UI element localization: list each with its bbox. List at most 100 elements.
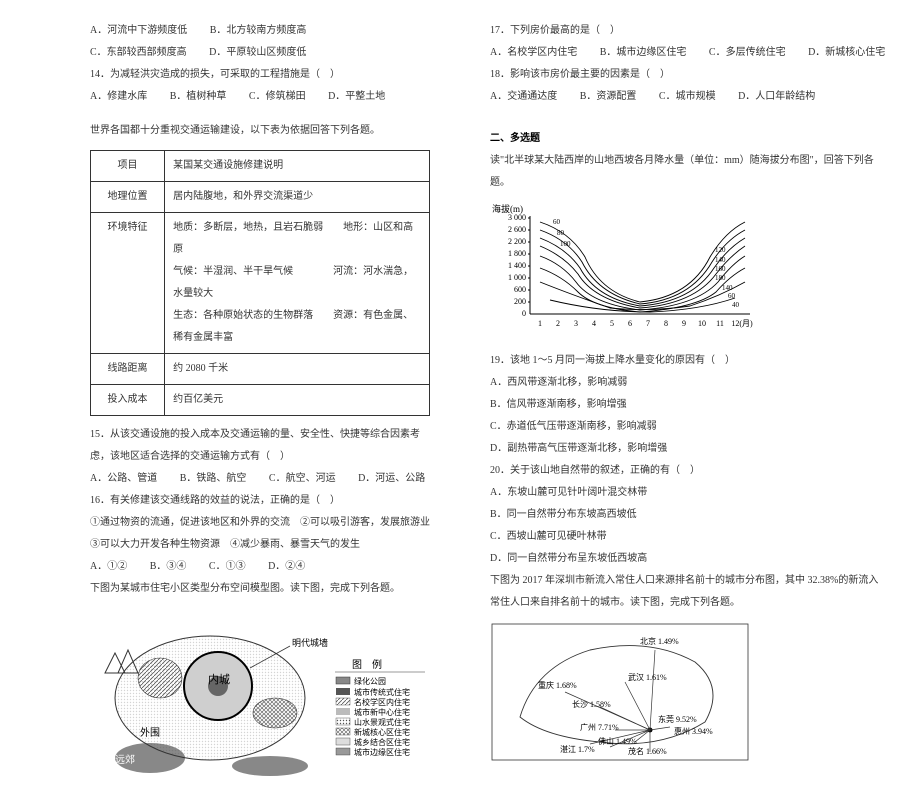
td-cost-label: 投入成本 (91, 385, 165, 416)
q15-opt-d: D．河运、公路 (358, 473, 425, 484)
intro-mountain: 读"北半球某大陆西岸的山地西坡各月降水量（单位：mm）随海拔分布图"，回答下列各… (490, 150, 885, 194)
q17-opt-a: A．名校学区内住宅 (490, 47, 577, 58)
q20-opt-a: A．东坡山麓可见针叶阔叶混交林带 (490, 482, 885, 504)
q20-opt-d: D．同一自然带分布呈东坡低西坡高 (490, 548, 885, 570)
svg-text:4: 4 (592, 319, 596, 328)
svg-text:长沙 1.58%: 长沙 1.58% (572, 699, 611, 709)
svg-text:6: 6 (628, 319, 632, 328)
svg-text:城市新中心住宅: 城市新中心住宅 (354, 707, 410, 717)
svg-text:北京 1.49%: 北京 1.49% (640, 636, 679, 646)
city-model-figure: 内城 明代城墙 外围 远郊 图 例 绿化公园 城市传统式住宅 名校学区内住宅 城… (90, 608, 430, 778)
svg-text:10: 10 (698, 319, 706, 328)
q14-opts: A．修建水库 B．植树种草 C．修筑梯田 D．平整土地 (90, 86, 430, 108)
td-loc-label: 地理位置 (91, 182, 165, 213)
td-cost: 约百亿美元 (165, 385, 430, 416)
svg-text:0: 0 (522, 309, 526, 318)
svg-text:120: 120 (715, 246, 726, 254)
td-loc: 居内陆腹地，和外界交流渠道少 (165, 182, 430, 213)
td-env-label: 环境特征 (91, 213, 165, 354)
q19-opt-d: D．副热带高气压带逐渐北移，影响增强 (490, 438, 885, 460)
q17-opt-c: C．多层传统住宅 (709, 47, 786, 58)
q16-opt-b: B．③④ (150, 561, 187, 572)
svg-text:广州 7.71%: 广州 7.71% (580, 722, 619, 732)
q15-opt-b: B．铁路、航空 (180, 473, 247, 484)
q13-opt-c: C．东部较西部频度高 (90, 47, 187, 58)
th-project: 项目 (91, 151, 165, 182)
label-ring: 明代城墙 (292, 637, 328, 648)
q13-opt-d: D．平原较山区频度低 (209, 47, 306, 58)
svg-text:1 400: 1 400 (508, 261, 526, 270)
q19-opt-c: C．赤道低气压带逐渐南移，影响减弱 (490, 416, 885, 438)
q15-stem: 15．从该交通设施的投入成本及交通运输的量、安全性、快捷等综合因素考虑，该地区适… (90, 424, 430, 468)
svg-text:9: 9 (682, 319, 686, 328)
td-env-3: 生态：各种原始状态的生物群落 资源：有色金属、稀有金属丰富 (173, 305, 421, 349)
svg-text:3: 3 (574, 319, 578, 328)
svg-text:140: 140 (722, 284, 733, 292)
svg-text:160: 160 (715, 265, 726, 273)
td-dist: 约 2080 千米 (165, 354, 430, 385)
q16-opt-c: C．①③ (209, 561, 246, 572)
q17-stem: 17．下列房价最高的是（ ） (490, 20, 885, 42)
q18-opt-c: C．城市规模 (659, 91, 716, 102)
q17-opt-d: D．新城核心住宅 (808, 47, 885, 58)
q16-subopts: ①通过物资的流通，促进该地区和外界的交流 ②可以吸引游客，发展旅游业 ③可以大力… (90, 512, 430, 556)
td-env: 地质：多断层，地热，且岩石脆弱 地形：山区和高原 气候：半湿润、半干旱气候 河流… (165, 213, 430, 354)
svg-text:600: 600 (514, 285, 526, 294)
svg-text:2 200: 2 200 (508, 237, 526, 246)
svg-text:2 600: 2 600 (508, 225, 526, 234)
svg-text:60: 60 (728, 292, 736, 300)
svg-text:新城核心区住宅: 新城核心区住宅 (354, 727, 410, 737)
svg-text:湛江 1.7%: 湛江 1.7% (560, 745, 595, 754)
xticks: 1 2 3 4 5 6 7 8 9 10 11 12(月) (538, 319, 753, 328)
q18-stem: 18．影响该市房价最主要的因素是（ ） (490, 64, 885, 86)
svg-text:40: 40 (732, 301, 740, 309)
svg-text:城市传统式住宅: 城市传统式住宅 (354, 687, 410, 697)
svg-text:11: 11 (716, 319, 724, 328)
svg-text:7: 7 (646, 319, 650, 328)
q18-opt-b: B．资源配置 (580, 91, 637, 102)
svg-text:60: 60 (553, 218, 561, 226)
q19-opt-a: A．西风带逐渐北移，影响减弱 (490, 372, 885, 394)
q18-opt-d: D．人口年龄结构 (738, 91, 815, 102)
svg-text:12(月): 12(月) (731, 319, 753, 328)
q16-opt-a: A．①② (90, 561, 127, 572)
q14-opt-c: C．修筑梯田 (249, 91, 306, 102)
contour-chart: 海拔(m) 3 000 2 600 2 200 1 800 1 400 1 00… (490, 202, 885, 342)
svg-text:2: 2 (556, 319, 560, 328)
q19-stem: 19．该地 1～5 月同一海拔上降水量变化的原因有（ ） (490, 350, 885, 372)
svg-text:1 800: 1 800 (508, 249, 526, 258)
svg-text:3 000: 3 000 (508, 213, 526, 222)
left-column: A．河流中下游频度低 B．北方较南方频度高 C．东部较西部频度高 D．平原较山区… (90, 20, 430, 786)
svg-text:200: 200 (514, 297, 526, 306)
q15-opt-a: A．公路、管道 (90, 473, 157, 484)
q16-stem: 16．有关修建该交通线路的效益的说法，正确的是（ ） (90, 490, 430, 512)
section-multi: 二、多选题 (490, 128, 885, 150)
legend-items: 城市传统式住宅 名校学区内住宅 城市新中心住宅 山水景观式住宅 新城核心区住宅 … (336, 687, 410, 757)
th-desc: 某国某交通设施修建说明 (165, 151, 430, 182)
svg-text:茂名 1.66%: 茂名 1.66% (628, 746, 667, 756)
svg-text:100: 100 (560, 240, 571, 248)
svg-text:1 000: 1 000 (508, 273, 526, 282)
q14-stem: 14．为减轻洪灾造成的损失，可采取的工程措施是（ ） (90, 64, 430, 86)
yticks: 3 000 2 600 2 200 1 800 1 400 1 000 600 … (508, 213, 526, 318)
svg-text:80: 80 (557, 229, 565, 237)
intro-shenzhen: 下图为 2017 年深圳市新流入常住人口来源排名前十的城市分布图，其中 32.3… (490, 570, 885, 614)
svg-text:名校学区内住宅: 名校学区内住宅 (354, 697, 410, 707)
q14-opt-a: A．修建水库 (90, 91, 147, 102)
svg-text:山水景观式住宅: 山水景观式住宅 (354, 717, 410, 727)
svg-text:城乡结合区住宅: 城乡结合区住宅 (354, 737, 410, 747)
city-labels: 北京 1.49% 重庆 1.68% 武汉 1.61% 长沙 1.58% 广州 7… (538, 636, 713, 756)
svg-text:重庆 1.68%: 重庆 1.68% (538, 680, 577, 690)
q14-opt-b: B．植树种草 (170, 91, 227, 102)
svg-text:1: 1 (538, 319, 542, 328)
svg-text:140: 140 (715, 256, 726, 264)
label-inner: 内城 (208, 672, 230, 686)
q20-opt-b: B．同一自然带分布东坡高西坡低 (490, 504, 885, 526)
q13-opt-a: A．河流中下游频度低 (90, 25, 187, 36)
q17-opts: A．名校学区内住宅 B．城市边缘区住宅 C．多层传统住宅 D．新城核心住宅 (490, 42, 885, 64)
q18-opts: A．交通通达度 B．资源配置 C．城市规模 D．人口年龄结构 (490, 86, 885, 108)
svg-text:城市边缘区住宅: 城市边缘区住宅 (354, 747, 410, 757)
q15-opt-c: C．航空、河运 (269, 473, 336, 484)
q15-opts: A．公路、管道 B．铁路、航空 C．航空、河运 D．河运、公路 (90, 468, 430, 490)
svg-text:8: 8 (664, 319, 668, 328)
